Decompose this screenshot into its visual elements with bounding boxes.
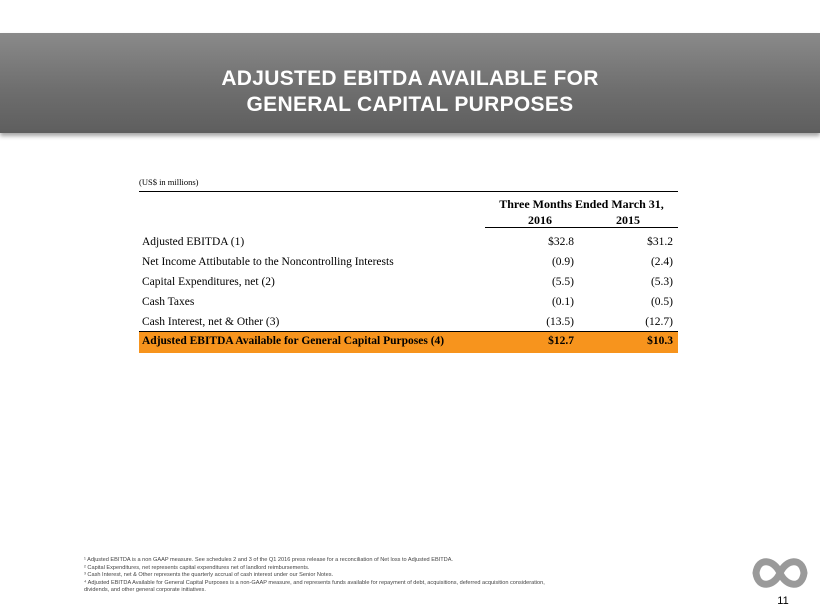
table-row: Cash Interest, net & Other (3) (13.5) (1… <box>139 313 678 333</box>
value-2015: (12.7) <box>645 316 673 328</box>
row-label: Capital Expenditures, net (2) <box>142 276 275 288</box>
value-2016: (5.5) <box>551 276 574 288</box>
value-2016: (0.9) <box>551 256 574 268</box>
value-2015: (0.5) <box>650 296 673 308</box>
title-banner <box>0 33 820 133</box>
footnote-2: ² Capital Expenditures, net represents c… <box>84 564 310 571</box>
value-2016: $32.8 <box>548 236 574 248</box>
footnotes: ¹ Adjusted EBITDA is a non GAAP measure.… <box>84 557 684 595</box>
row-label: Net Income Attibutable to the Noncontrol… <box>142 256 394 268</box>
row-label: Cash Taxes <box>142 296 195 308</box>
row-label: Cash Interest, net & Other (3) <box>142 316 280 328</box>
row-label: Adjusted EBITDA Available for General Ca… <box>142 335 445 347</box>
table-row: Cash Taxes (0.1) (0.5) <box>139 293 678 313</box>
footnote-3: ³ Cash Interest, net & Other represents … <box>84 572 334 578</box>
column-header-rule <box>485 227 678 228</box>
footnote-4: ⁴ Adjusted EBITDA Available for General … <box>84 579 545 586</box>
subtotal-rule <box>139 331 678 332</box>
units-label: (US$ in millions) <box>139 177 199 187</box>
value-2016: (13.5) <box>546 316 574 328</box>
year-2015-header: 2015 <box>616 213 640 227</box>
value-2015: $10.3 <box>647 335 673 347</box>
table-row: Net Income Attibutable to the Noncontrol… <box>139 253 678 273</box>
infinity-logo-icon <box>752 558 808 588</box>
value-2016: $12.7 <box>548 335 574 347</box>
period-header: Three Months Ended March 31, <box>499 197 664 211</box>
value-2015: (5.3) <box>650 276 673 288</box>
value-2015: (2.4) <box>650 256 673 268</box>
table-row: Adjusted EBITDA (1) $32.8 $31.2 <box>139 233 678 253</box>
footnote-1: ¹ Adjusted EBITDA is a non GAAP measure.… <box>84 557 453 563</box>
value-2016: (0.1) <box>551 296 574 308</box>
slide-title-line-2: GENERAL CAPITAL PURPOSES <box>246 93 574 116</box>
table-row: Capital Expenditures, net (2) (5.5) (5.3… <box>139 273 678 293</box>
total-row: Adjusted EBITDA Available for General Ca… <box>139 332 678 353</box>
row-label: Adjusted EBITDA (1) <box>142 236 245 248</box>
year-2016-header: 2016 <box>528 213 552 227</box>
footnote-4-cont: dividends, and other general corporate i… <box>84 587 206 593</box>
value-2015: $31.2 <box>647 236 673 248</box>
page-number: 11 <box>777 595 789 607</box>
slide-title-line-1: ADJUSTED EBITDA AVAILABLE FOR <box>221 67 599 90</box>
table-top-rule <box>139 191 678 192</box>
